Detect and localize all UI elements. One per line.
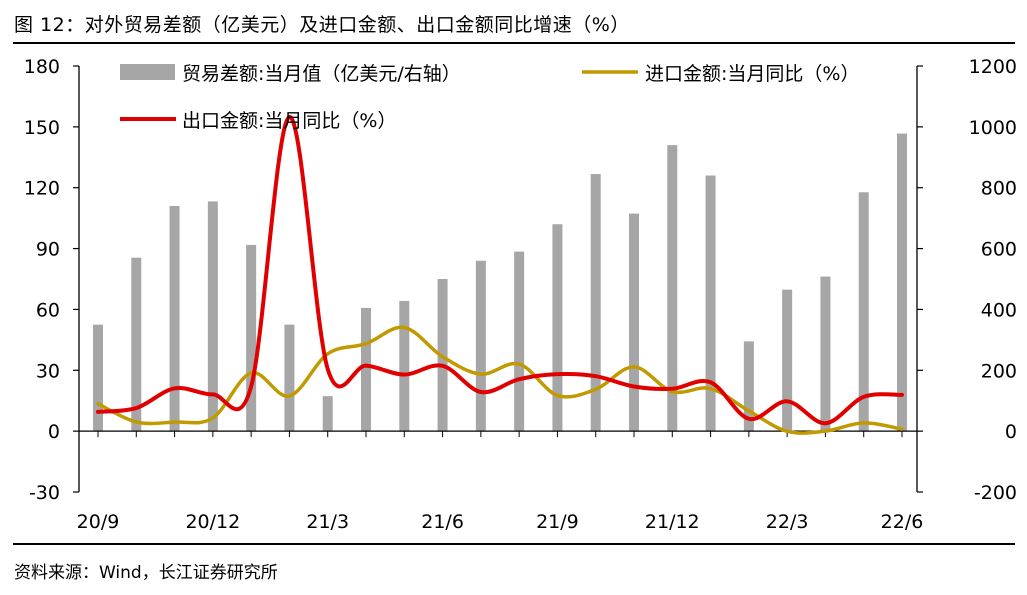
x-tick-label: 21/3 (306, 511, 349, 533)
x-tick-label: 20/9 (77, 511, 120, 533)
x-tick-label: 21/9 (536, 511, 579, 533)
bar-2020-10 (131, 257, 142, 432)
export-yoy-line (96, 114, 904, 426)
bar-2021-03 (322, 396, 333, 432)
lines-layer (96, 114, 904, 435)
x-tick-label: 20/12 (185, 511, 240, 533)
left-tick-label: 120 (24, 178, 60, 200)
bar-2021-11 (629, 213, 639, 432)
bar-2021-05 (399, 300, 410, 432)
left-tick-label: 0 (48, 421, 60, 443)
bar-2021-01 (246, 244, 257, 432)
bar-2021-04 (361, 307, 371, 432)
source-note: 资料来源：Wind，长江证券研究所 (14, 563, 278, 583)
legend: 贸易差额:当月值（亿美元/右轴） 进口金额:当月同比（%） 出口金额:当月同比（… (120, 63, 859, 132)
x-tick-label: 21/12 (645, 511, 700, 533)
top-rule (13, 42, 1015, 44)
x-tick-label: 21/6 (421, 511, 464, 533)
bar-2021-02 (284, 324, 295, 432)
legend-label-bars: 贸易差额:当月值（亿美元/右轴） (182, 63, 461, 85)
left-tick-label: 180 (24, 56, 60, 78)
bar-2020-11 (169, 205, 180, 432)
legend-label-import: 进口金额:当月同比（%） (645, 63, 859, 85)
import-yoy-line (96, 325, 904, 435)
left-tick-label: 90 (36, 239, 60, 261)
x-tick-label: 22/6 (881, 511, 924, 533)
bar-2022-06 (897, 133, 907, 432)
right-tick-label: -200 (974, 482, 1017, 504)
bar-2021-12 (667, 145, 678, 432)
bar-2022-05 (858, 192, 869, 432)
bar-2021-07 (475, 260, 486, 432)
chart: -30 0 30 60 90 120 150 180 -200 0 200 400 600 800 1000… (24, 56, 1017, 533)
chart-title: 图 12：对外贸易差额（亿美元）及进口金额、出口金额同比增速（%） (14, 14, 630, 36)
bottom-rule (13, 543, 1015, 545)
bar-2020-12 (207, 201, 218, 432)
right-tick-label: 0 (1005, 421, 1017, 443)
right-tick-label: 1000 (969, 117, 1017, 139)
bar-2021-09 (552, 224, 563, 432)
bar-2022-02 (743, 341, 754, 432)
right-tick-label: 400 (981, 299, 1017, 321)
right-tick-label: 200 (981, 360, 1017, 382)
bar-2021-10 (590, 174, 601, 432)
bar-2021-08 (514, 251, 525, 432)
x-tick-label: 22/3 (766, 511, 809, 533)
bar-2020-09 (93, 324, 103, 432)
bar-2022-04 (820, 276, 831, 432)
left-tick-label: -30 (29, 482, 60, 504)
bar-2022-03 (782, 289, 793, 432)
right-tick-label: 800 (981, 178, 1017, 200)
bar-2022-01 (705, 175, 716, 432)
legend-swatch-bars (120, 64, 175, 80)
axes-layer: -30 0 30 60 90 120 150 180 -200 0 200 400 600 800 1000… (24, 56, 1017, 533)
left-tick-label: 150 (24, 117, 60, 139)
right-tick-label: 600 (981, 239, 1017, 261)
left-tick-label: 60 (36, 299, 60, 321)
legend-label-export: 出口金额:当月同比（%） (182, 110, 396, 132)
right-tick-label: 1200 (969, 56, 1017, 78)
left-tick-label: 30 (36, 360, 60, 382)
